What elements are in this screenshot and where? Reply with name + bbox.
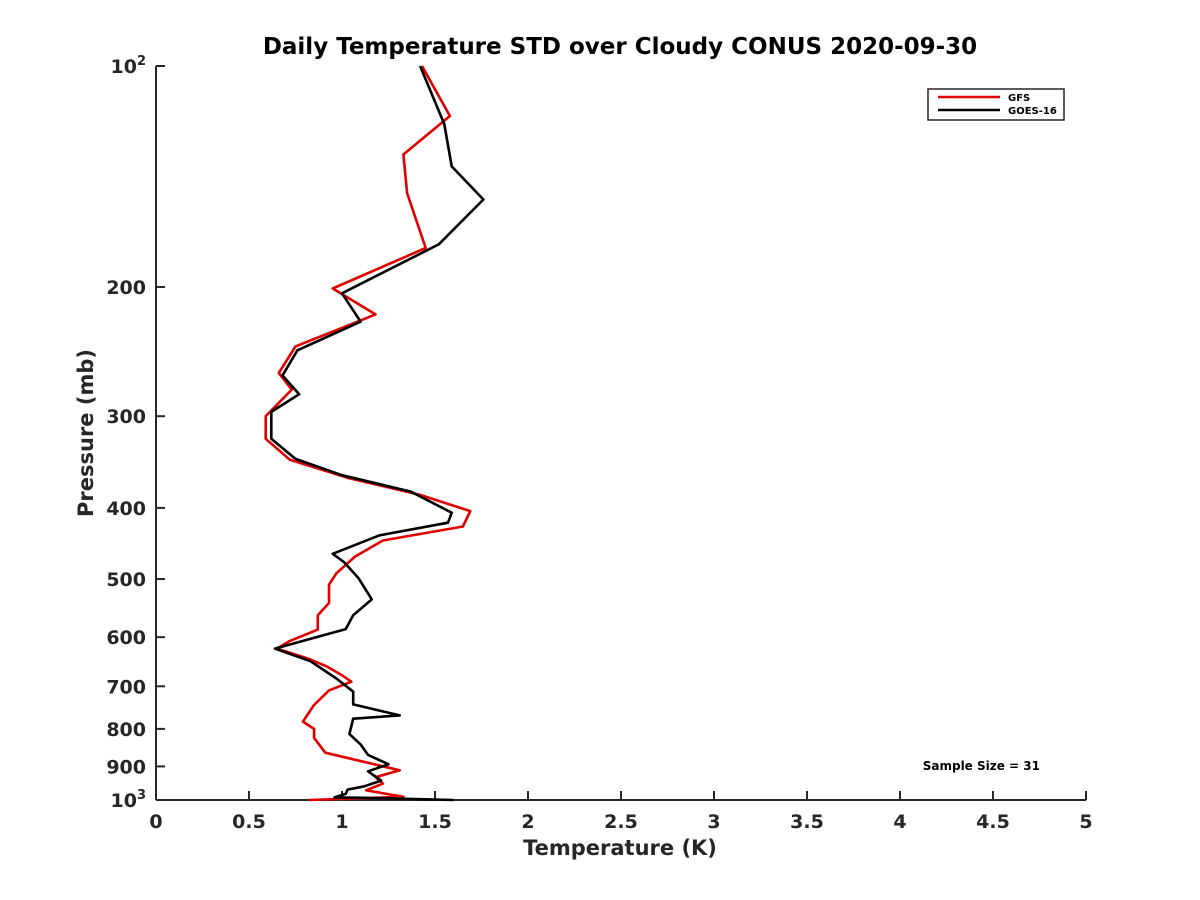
y-tick-label: 300: [106, 406, 146, 428]
x-axis-label: Temperature (K): [523, 836, 717, 860]
y-axis-label: Pressure (mb): [74, 349, 98, 517]
series-line-goes-16: [269, 65, 485, 802]
legend-box: [927, 88, 1065, 121]
x-tick-label: 3: [707, 811, 720, 833]
x-tick-label: 0: [149, 811, 162, 833]
y-tick-label: 400: [106, 498, 146, 520]
x-tick-label: 1: [335, 811, 348, 833]
x-tick-label: 2: [521, 811, 534, 833]
legend: GFS GOES-16: [927, 88, 1065, 121]
chart-title: Daily Temperature STD over Cloudy CONUS …: [263, 34, 977, 60]
y-tick-label: 800: [106, 719, 146, 741]
sample-size-annotation: Sample Size = 31: [923, 759, 1040, 773]
y-tick-label: 102: [111, 54, 147, 78]
x-axis: 0 0.5 1 1.5 2 2.5 3 3.5 4 4.5 5: [149, 791, 1093, 833]
x-tick-label: 3.5: [790, 811, 824, 833]
y-axis: 102 200 300 400 500 600 700 800 900 103: [106, 54, 165, 812]
y-tick-label: 200: [106, 277, 146, 299]
series-layer: [264, 65, 485, 802]
y-tick-label: 700: [106, 676, 146, 698]
y-tick-label: 900: [106, 756, 146, 778]
y-tick-label: 600: [106, 627, 146, 649]
legend-label: GFS: [1008, 93, 1030, 104]
x-tick-label: 1.5: [418, 811, 452, 833]
x-tick-label: 4: [893, 811, 906, 833]
series-line-gfs: [264, 65, 472, 802]
x-tick-label: 4.5: [976, 811, 1010, 833]
y-tick-label: 103: [111, 788, 147, 812]
legend-label: GOES-16: [1008, 106, 1057, 117]
x-tick-label: 0.5: [232, 811, 266, 833]
x-tick-label: 2.5: [604, 811, 638, 833]
y-tick-label: 500: [106, 569, 146, 591]
x-tick-label: 5: [1079, 811, 1092, 833]
